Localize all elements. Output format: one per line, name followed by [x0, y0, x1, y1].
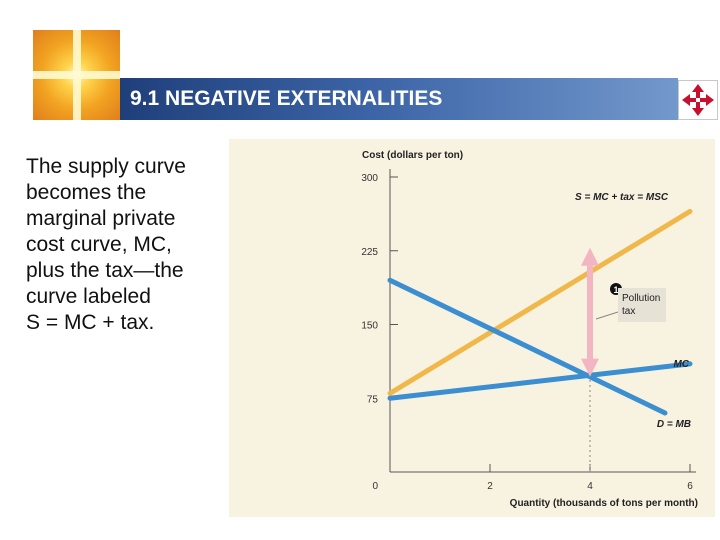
callout-label-line: tax — [622, 306, 635, 317]
series-label: S = MC + tax = MSC — [575, 192, 669, 203]
x-tick-label: 6 — [687, 481, 693, 492]
y-tick-label: 300 — [361, 173, 378, 184]
series-label: D = MB — [657, 419, 691, 430]
origin-label: 0 — [372, 481, 378, 492]
series-line — [387, 208, 693, 396]
body-line: S = MC + tax. — [26, 311, 155, 334]
callout-marker-number: 1 — [613, 285, 618, 295]
body-line: curve labeled — [26, 285, 151, 308]
body-line: becomes the — [26, 181, 147, 204]
x-tick-label: 4 — [587, 481, 593, 492]
body-text: The supply curve becomes the marginal pr… — [26, 154, 226, 336]
series-line — [387, 277, 668, 416]
callout-label-line: Pollution — [622, 293, 660, 304]
four-way-arrows-icon — [682, 84, 714, 116]
series-line — [387, 361, 693, 401]
body-line: cost curve, MC, — [26, 233, 172, 256]
x-axis-label: Quantity (thousands of tons per month) — [510, 498, 698, 509]
callout-leader — [595, 311, 619, 320]
body-line: plus the tax—the — [26, 259, 184, 282]
logo — [33, 30, 120, 120]
series-label: MC — [673, 359, 689, 370]
navigation-button[interactable] — [678, 80, 718, 120]
y-tick-label: 150 — [361, 321, 378, 332]
body-line: marginal private — [26, 207, 176, 230]
y-axis-label: Cost (dollars per ton) — [362, 150, 463, 161]
y-tick-label: 225 — [361, 247, 378, 258]
callout-box — [618, 288, 666, 322]
chart-panel: 75 150 225 300 2 4 6 0 Cost (dollars per ton) Qua… — [229, 139, 715, 517]
slide-title: 9.1 NEGATIVE EXTERNALITIES — [120, 78, 678, 120]
logo-light-vertical — [73, 30, 81, 120]
body-line: The supply curve — [26, 155, 186, 178]
y-tick-label: 75 — [367, 394, 379, 405]
x-tick-label: 2 — [487, 481, 493, 492]
externality-chart: 75 150 225 300 2 4 6 0 Cost (dollars per ton) Qua… — [361, 150, 698, 509]
